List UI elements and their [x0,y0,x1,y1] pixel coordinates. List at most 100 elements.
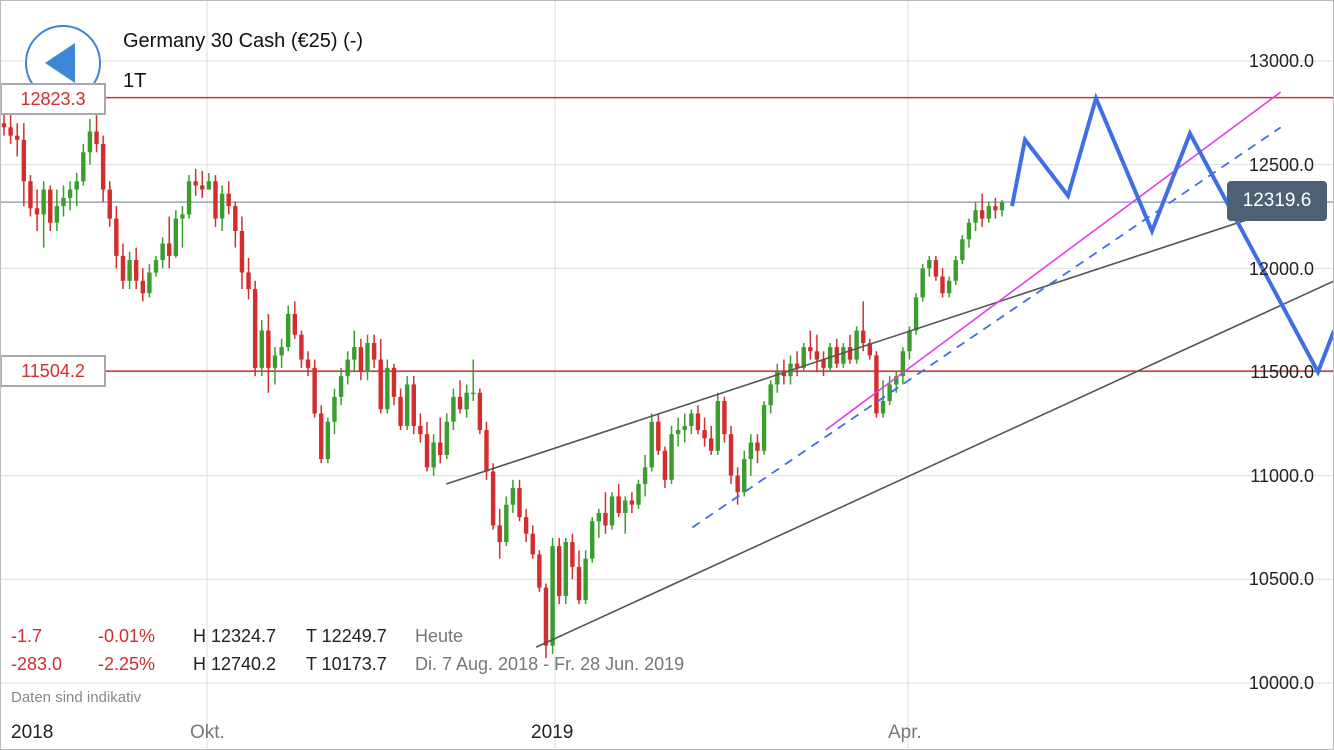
candle [523,508,529,543]
candle [54,189,60,232]
candle-body [636,483,641,505]
candle [180,206,185,248]
candle-body [418,425,423,435]
candle-body [907,330,912,352]
candle [61,185,66,217]
x-tick-label: Okt. [190,722,225,743]
candle-body [352,347,357,360]
candle [854,326,859,364]
candle-body [854,330,859,360]
candle [167,216,172,269]
candle [358,338,364,381]
candle [662,446,668,489]
candle [960,235,965,265]
candle-body [490,471,496,526]
y-tick-label: 10000.0 [1248,673,1314,693]
candle [603,492,608,534]
candle [596,508,602,538]
period-label: Di. 7 Aug. 2018 - Fr. 28 Jun. 2019 [415,654,685,674]
candle-body [272,355,278,368]
change-percent: -2.25% [98,654,156,674]
candle-body [649,421,654,468]
candle [213,175,218,227]
candle [74,172,79,207]
candle [325,417,331,464]
y-tick-label: 11000.0 [1250,466,1314,486]
candle [365,334,370,381]
candle-body [385,367,390,410]
candle-body [629,500,635,505]
candle [814,334,820,372]
candle-body [140,280,145,294]
candle [867,338,873,360]
candle-body [332,396,337,422]
candle [986,201,991,223]
candle-body [299,334,304,360]
high-value: H 12324.7 [193,626,277,646]
candle-body [266,330,271,368]
candle-body [120,255,126,281]
candle-body [74,181,79,190]
candle [133,247,139,290]
candle [543,583,549,659]
forecast-path [1010,92,1334,377]
candle [993,197,998,219]
candle [34,189,40,232]
dashed-trend-line [691,126,1282,529]
candle [761,401,767,455]
candle [834,338,839,368]
candle-body [8,127,13,136]
candle-body [404,384,410,426]
candle [391,363,397,406]
candle-body [193,181,198,186]
candle-body [153,260,159,273]
candle [120,243,126,290]
candle [385,359,390,414]
candle [464,384,469,418]
candle-body [847,347,853,360]
candle-body [708,438,714,451]
candle-body [133,260,139,281]
candle [728,425,734,484]
candle-body [662,450,668,480]
candle-body [728,434,734,476]
candle [411,376,416,435]
candle [642,454,648,497]
candle-body [808,347,813,352]
candle [933,255,939,281]
candle-body [338,376,344,397]
candle [550,537,555,654]
candle [920,264,925,302]
candle-body [67,189,73,198]
candle [689,409,694,435]
upper-level-label[interactable]: 12823.3 [0,83,106,115]
candle [418,413,423,443]
lower-level-label[interactable]: 11504.2 [0,355,106,387]
candle [755,434,760,464]
candle [999,199,1005,217]
candle-body [15,135,20,140]
candle [285,305,291,352]
candle-body [285,313,291,348]
candle [590,517,595,563]
candle-body [87,131,93,153]
candle [973,201,978,232]
candle-body [979,210,985,219]
timeframe-label[interactable]: 1T [123,70,147,92]
candle [623,496,628,534]
candle [900,347,906,385]
candle [438,417,443,464]
candle [41,181,46,248]
candle-body [986,206,991,219]
disclaimer-text: Daten sind indikativ [11,689,142,706]
candle-body [206,181,212,190]
candle [127,251,132,290]
x-tick-label: 2018 [11,722,54,743]
candle [669,425,674,484]
candle [193,168,198,196]
candle [775,363,780,393]
x-tick-label: Apr. [888,722,922,743]
candle [927,255,932,277]
candle-body [781,372,787,377]
